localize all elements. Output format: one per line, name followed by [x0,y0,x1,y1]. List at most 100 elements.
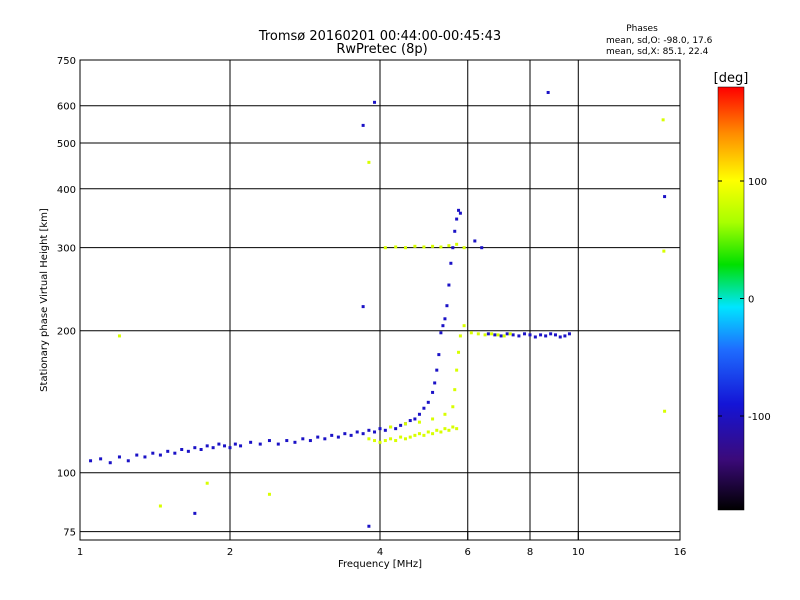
stats-line-o: mean, sd,O: -98.0, 17.6 [606,36,713,46]
data-point-x [267,492,271,496]
x-tick-label: 8 [527,547,533,558]
x-axis: 1 2 4 6 8 10 16 [77,532,686,558]
data-point-o [413,417,417,421]
chart-subtitle: RwPretec (8p) [336,42,427,57]
stats-line-x: mean, sd,X: 85.1, 22.4 [606,47,709,57]
data-point-o [546,90,550,94]
data-point-o [143,455,147,459]
data-point-o [193,446,197,450]
data-point-o [166,449,170,453]
data-point-o [517,334,521,338]
data-point-x [455,242,459,246]
data-point-o [457,208,461,212]
data-point-o [553,333,557,337]
data-point-x [413,244,417,248]
data-point-x [373,439,377,443]
data-point-x [455,427,459,431]
data-point-o [383,428,387,432]
data-point-x [431,432,435,436]
data-point-x [508,332,512,336]
data-point-o [135,453,139,457]
data-point-o [343,432,347,436]
data-point-o [199,447,203,451]
data-point-x [496,333,500,337]
data-point-x [431,417,435,421]
y-tick-label: 100 [57,469,76,480]
data-point-o [308,439,312,443]
data-point-o [249,440,253,444]
data-point-o [549,332,553,336]
data-point-x [417,432,421,436]
data-point-x [408,435,412,439]
colorbar-tick-label: 100 [748,177,767,188]
x-tick-label: 1 [77,547,83,558]
data-point-o [205,444,209,448]
data-point-x [447,244,451,248]
data-point-o [211,446,215,450]
y-tick-label: 200 [57,327,76,338]
data-point-o [193,511,197,515]
data-point-o [373,100,377,104]
data-point-x [661,118,665,122]
data-point-x [439,245,443,249]
data-point-o [151,451,155,455]
data-point-x [394,439,398,443]
y-tick-label: 75 [63,528,76,539]
data-point-o [458,211,462,215]
data-point-o [378,427,382,431]
y-tick-label: 400 [57,185,76,196]
data-point-o [258,442,262,446]
data-point-x [451,405,455,409]
data-point-o [361,432,365,436]
grid-lines [80,60,680,540]
y-axis-label: Stationary phase Virtual Height [km] [39,208,50,392]
data-point-o [443,317,447,321]
data-point-x [451,425,455,429]
data-point-o [239,444,243,448]
data-point-x [394,245,398,249]
data-point-x [389,425,393,429]
data-point-o [447,283,451,287]
data-point-x [426,430,430,434]
data-point-o [473,239,477,243]
data-point-o [439,331,443,335]
data-point-x [483,333,487,337]
data-point-o [158,453,162,457]
data-point-o [435,368,439,372]
data-point-o [431,390,435,394]
data-point-x [469,331,473,335]
data-point-o [126,459,130,463]
data-point-o [422,406,426,410]
data-point-o [217,442,221,446]
x-axis-label: Frequency [MHz] [338,559,422,570]
data-point-x [435,428,439,432]
data-point-x [662,249,666,253]
data-point-o [433,381,437,385]
data-point-x [399,435,403,439]
data-point-o [223,444,227,448]
data-point-o [441,324,445,328]
x-tick-label: 2 [227,547,233,558]
colorbar-tick-label: 0 [748,295,754,306]
data-point-o [455,217,459,221]
data-point-o [117,455,121,459]
data-point-o [663,195,667,199]
data-point-o [233,442,237,446]
data-point-x [439,430,443,434]
data-point-o [426,400,430,404]
data-point-o [361,123,365,127]
data-point-o [451,246,455,250]
data-point-x [462,246,466,250]
x-tick-label: 6 [465,547,471,558]
y-tick-label: 500 [57,139,76,150]
y-tick-label: 600 [57,102,76,113]
data-point-o [437,353,441,357]
stats-heading: Phases [626,24,658,34]
data-point-o [511,333,515,337]
data-point-o [528,333,532,337]
data-point-x [389,437,393,441]
data-point-o [399,423,403,427]
y-tick-label: 300 [57,244,76,255]
data-point-x [383,439,387,443]
x-tick-label: 10 [572,547,585,558]
